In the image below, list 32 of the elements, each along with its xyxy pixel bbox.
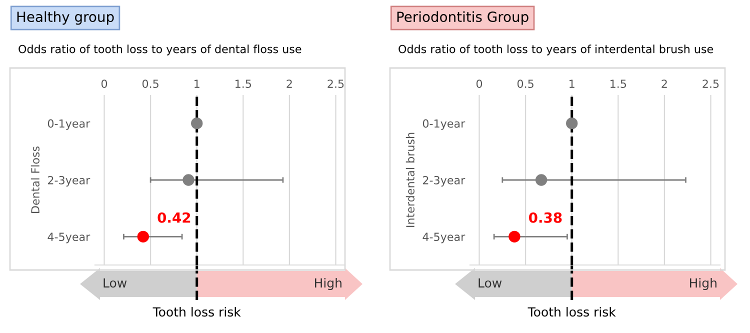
- y-tick-label: 4-5year: [422, 232, 466, 244]
- x-tick-label: 0.5: [142, 80, 158, 88]
- x-tick-label: 1.5: [236, 80, 252, 88]
- x-tick-label: 1: [194, 80, 200, 88]
- x-tick-label: 0.5: [517, 80, 534, 88]
- chart-subtitle: Odds ratio of tooth loss to years of dental floss use: [18, 44, 302, 56]
- data-label: 0.42: [158, 212, 190, 223]
- data-label: 0.38: [528, 212, 562, 223]
- x-tick-label: 1.5: [610, 80, 626, 88]
- text: Low: [104, 278, 127, 288]
- x-tick-label: 0: [101, 80, 108, 88]
- x-tick-label: 2.5: [702, 80, 719, 88]
- x-tick-label: 2: [662, 80, 667, 88]
- chart-subtitle: Odds ratio of tooth loss to years of interdental brush use: [398, 44, 713, 56]
- y-tick-label: 0-1year: [422, 119, 466, 130]
- y-tick-label: 4-5year: [48, 232, 90, 244]
- x-tick-label: 2: [286, 80, 292, 88]
- y-tick-label: 2-3year: [48, 176, 90, 187]
- x-tick-label: 1: [570, 80, 574, 88]
- chart-title: Healthy group: [17, 11, 114, 25]
- y-tick-label: 0-1year: [48, 119, 90, 130]
- chart-title: Periodontitis Group: [397, 11, 528, 25]
- y-axis-title: Interdental brush: [406, 132, 414, 227]
- text: Tooth loss risk: [528, 306, 616, 317]
- x-tick-label: 0: [476, 80, 482, 88]
- y-tick-label: 2-3year: [423, 176, 466, 187]
- text: High: [314, 278, 342, 290]
- x-tick-label: 2.5: [328, 80, 344, 88]
- y-axis-title: Dental Floss: [30, 146, 40, 213]
- text: Low: [478, 278, 502, 288]
- text: High: [690, 278, 716, 290]
- text: Tooth loss risk: [152, 306, 241, 317]
